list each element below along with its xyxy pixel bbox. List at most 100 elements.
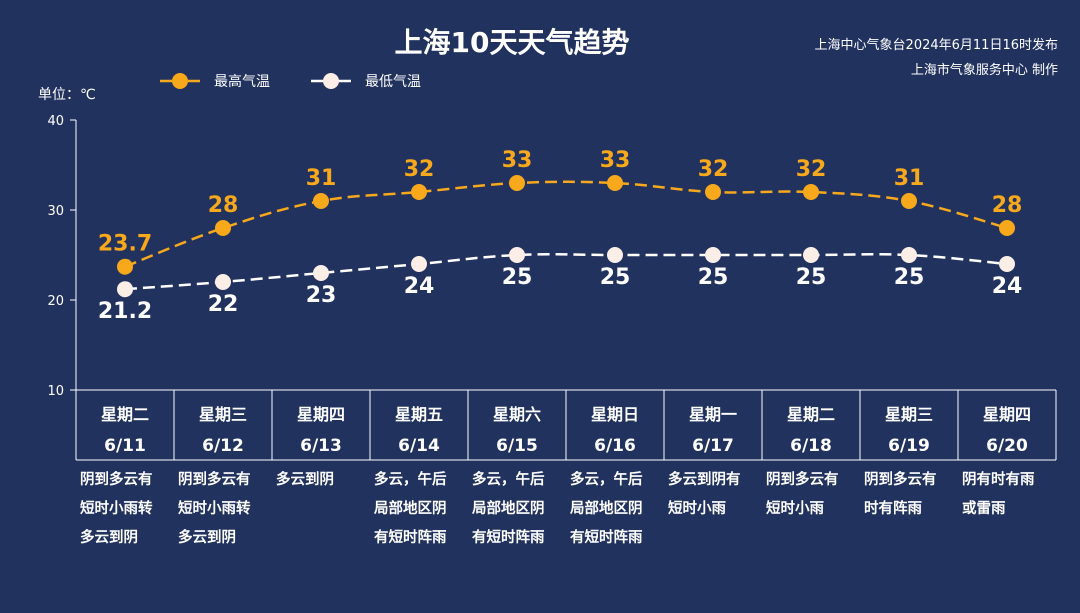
weekday-label: 星期五 <box>395 405 443 424</box>
point-low <box>117 281 133 298</box>
weekday-label: 星期四 <box>983 405 1031 424</box>
weather-description: 时有阵雨 <box>864 499 922 517</box>
date-label: 6/20 <box>986 436 1028 456</box>
publisher-note: 上海中心气象台2024年6月11日16时发布 <box>815 37 1058 53</box>
point-low <box>999 256 1015 272</box>
series-lines <box>124 180 1008 291</box>
date-label: 6/18 <box>790 436 832 456</box>
weather-description: 局部地区阴 <box>374 499 447 517</box>
data-label-high: 33 <box>502 148 533 173</box>
series-line-high <box>124 180 1008 268</box>
data-label-low: 23 <box>306 283 337 308</box>
data-label-low: 25 <box>894 265 925 290</box>
point-high <box>215 220 231 236</box>
date-label: 6/19 <box>888 436 930 456</box>
weather-description: 阴到多云有 <box>80 470 153 488</box>
weather-description: 多云到阴 <box>80 528 138 546</box>
date-label: 6/11 <box>104 436 146 456</box>
data-label-high: 32 <box>796 157 827 182</box>
data-label-low: 21.2 <box>98 299 152 324</box>
weather-description: 局部地区阴 <box>472 499 545 517</box>
legend: 最高气温 最低气温 <box>160 73 421 90</box>
weather-description: 局部地区阴 <box>570 499 643 517</box>
data-label-low: 25 <box>698 265 729 290</box>
weather-description: 短时小雨转 <box>80 499 153 517</box>
point-low <box>215 274 231 290</box>
chart-title: 上海10天天气趋势 <box>395 26 630 59</box>
legend-item-low: 最低气温 <box>311 73 421 90</box>
series-points <box>117 175 1015 298</box>
weekday-label: 星期四 <box>297 405 345 424</box>
axes: 40 30 20 10 <box>47 114 1056 399</box>
point-high <box>705 184 721 200</box>
weather-description: 短时小雨转 <box>178 499 251 517</box>
forecast-table: 星期二6/11阴到多云有短时小雨转多云到阴星期三6/12阴到多云有短时小雨转多云… <box>75 390 1057 546</box>
data-label-low: 24 <box>992 274 1023 299</box>
data-labels: 23.7 28 31 32 33 33 32 32 31 28 21.2 22 23 24 25 25 25 25… <box>98 148 1022 324</box>
point-low <box>509 247 525 263</box>
weekday-label: 星期一 <box>689 405 737 424</box>
y-tick-label: 20 <box>47 294 64 309</box>
weekday-label: 星期六 <box>493 405 541 424</box>
point-low <box>705 247 721 263</box>
data-label-high: 32 <box>698 157 729 182</box>
data-label-low: 25 <box>600 265 631 290</box>
data-label-low: 22 <box>208 292 239 317</box>
weather-description: 多云到阴 <box>178 528 236 546</box>
series-line-low <box>124 253 1008 291</box>
date-label: 6/16 <box>594 436 636 456</box>
weekday-label: 星期三 <box>199 405 247 424</box>
weather-description: 阴有时有雨 <box>962 470 1035 488</box>
legend-marker-high <box>172 73 188 89</box>
weather-description: 阴到多云有 <box>178 470 251 488</box>
weekday-label: 星期二 <box>787 405 835 424</box>
weekday-label: 星期二 <box>101 405 149 424</box>
producer-note: 上海市气象服务中心 制作 <box>911 62 1058 78</box>
weather-description: 多云，午后 <box>472 470 545 488</box>
data-label-high: 28 <box>992 193 1023 218</box>
weather-description: 多云，午后 <box>374 470 447 488</box>
weather-description: 短时小雨 <box>668 499 726 517</box>
point-high <box>901 193 917 209</box>
point-high <box>509 175 525 191</box>
data-label-high: 28 <box>208 193 239 218</box>
weather-description: 多云到阴 <box>276 470 334 488</box>
legend-item-high: 最高气温 <box>160 73 270 90</box>
point-low <box>313 265 329 281</box>
data-label-high: 33 <box>600 148 631 173</box>
y-tick-label: 40 <box>47 114 64 129</box>
legend-marker-low <box>323 73 339 89</box>
data-label-high: 23.7 <box>98 232 152 257</box>
y-tick-label: 10 <box>47 384 64 399</box>
date-label: 6/17 <box>692 436 734 456</box>
weather-description: 多云，午后 <box>570 470 643 488</box>
data-label-low: 25 <box>502 265 533 290</box>
data-label-high: 31 <box>894 166 925 191</box>
weekday-label: 星期三 <box>885 405 933 424</box>
point-high <box>607 175 623 191</box>
data-label-low: 24 <box>404 274 435 299</box>
weekday-label: 星期日 <box>591 405 639 424</box>
legend-label-high: 最高气温 <box>214 73 270 90</box>
unit-label: 单位：℃ <box>38 87 96 103</box>
point-low <box>803 247 819 263</box>
date-label: 6/13 <box>300 436 342 456</box>
date-label: 6/14 <box>398 436 440 456</box>
point-low <box>901 247 917 263</box>
weather-description: 短时小雨 <box>766 499 824 517</box>
weather-description: 有短时阵雨 <box>374 528 447 546</box>
data-label-low: 25 <box>796 265 827 290</box>
point-high <box>803 184 819 200</box>
weather-description: 多云到阴有 <box>668 470 741 488</box>
weather-description: 有短时阵雨 <box>570 528 643 546</box>
point-high <box>117 258 133 275</box>
point-low <box>411 256 427 272</box>
weather-description: 阴到多云有 <box>864 470 937 488</box>
legend-label-low: 最低气温 <box>365 74 421 90</box>
point-high <box>411 184 427 200</box>
weather-description: 有短时阵雨 <box>472 528 545 546</box>
data-label-high: 32 <box>404 157 435 182</box>
point-low <box>607 247 623 263</box>
y-tick-label: 30 <box>47 204 64 219</box>
